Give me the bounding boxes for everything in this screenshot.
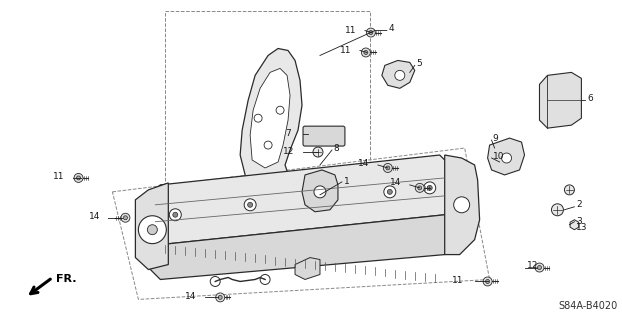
Text: 7: 7 bbox=[285, 129, 291, 138]
Text: 11: 11 bbox=[53, 172, 64, 181]
Circle shape bbox=[552, 204, 564, 216]
Text: 11: 11 bbox=[452, 276, 463, 285]
Circle shape bbox=[173, 212, 178, 217]
Text: 4: 4 bbox=[389, 24, 394, 33]
Text: 1: 1 bbox=[344, 177, 350, 187]
Circle shape bbox=[327, 194, 332, 199]
Circle shape bbox=[383, 164, 392, 172]
Circle shape bbox=[386, 166, 390, 170]
Circle shape bbox=[384, 186, 396, 198]
Text: 11: 11 bbox=[345, 26, 356, 35]
Polygon shape bbox=[136, 183, 169, 269]
Circle shape bbox=[564, 185, 574, 195]
Circle shape bbox=[535, 263, 544, 272]
Circle shape bbox=[248, 202, 253, 207]
Circle shape bbox=[254, 114, 262, 122]
Circle shape bbox=[424, 182, 436, 194]
Polygon shape bbox=[570, 220, 578, 230]
Polygon shape bbox=[250, 68, 290, 168]
Text: 14: 14 bbox=[390, 179, 401, 188]
FancyBboxPatch shape bbox=[303, 126, 345, 146]
Text: 12: 12 bbox=[526, 261, 538, 270]
Text: 5: 5 bbox=[417, 59, 422, 68]
Polygon shape bbox=[382, 60, 415, 88]
Circle shape bbox=[147, 225, 157, 235]
Circle shape bbox=[276, 106, 284, 114]
Circle shape bbox=[210, 276, 220, 286]
Circle shape bbox=[483, 277, 492, 286]
Circle shape bbox=[314, 186, 326, 198]
Polygon shape bbox=[275, 185, 305, 210]
Circle shape bbox=[418, 186, 422, 190]
Text: 3: 3 bbox=[577, 217, 582, 226]
Circle shape bbox=[264, 141, 272, 149]
Circle shape bbox=[366, 28, 375, 37]
Text: 2: 2 bbox=[577, 200, 582, 209]
Text: 14: 14 bbox=[358, 159, 369, 169]
Text: 13: 13 bbox=[577, 223, 588, 232]
Circle shape bbox=[260, 275, 270, 284]
Circle shape bbox=[74, 173, 83, 182]
Polygon shape bbox=[445, 155, 480, 255]
Polygon shape bbox=[149, 215, 450, 279]
Text: 12: 12 bbox=[283, 147, 294, 156]
Text: 14: 14 bbox=[88, 212, 100, 221]
Circle shape bbox=[427, 185, 432, 190]
Text: 14: 14 bbox=[185, 292, 197, 301]
Circle shape bbox=[369, 31, 373, 35]
Circle shape bbox=[395, 70, 405, 80]
Polygon shape bbox=[295, 258, 320, 279]
Circle shape bbox=[218, 295, 222, 300]
Text: 11: 11 bbox=[340, 46, 351, 55]
Circle shape bbox=[361, 48, 370, 57]
Circle shape bbox=[313, 147, 323, 157]
Circle shape bbox=[364, 51, 368, 54]
Circle shape bbox=[123, 216, 128, 220]
Polygon shape bbox=[215, 185, 252, 210]
Circle shape bbox=[324, 191, 336, 203]
Text: 9: 9 bbox=[493, 133, 498, 143]
Circle shape bbox=[138, 216, 166, 244]
Circle shape bbox=[77, 176, 80, 180]
Circle shape bbox=[453, 197, 470, 213]
Polygon shape bbox=[240, 49, 302, 192]
Text: 10: 10 bbox=[493, 151, 504, 161]
Polygon shape bbox=[302, 170, 338, 212]
Text: 6: 6 bbox=[587, 94, 593, 103]
Circle shape bbox=[216, 293, 225, 302]
Circle shape bbox=[537, 266, 542, 269]
Polygon shape bbox=[149, 155, 450, 244]
Text: S84A-B4020: S84A-B4020 bbox=[558, 301, 617, 311]
Polygon shape bbox=[539, 72, 582, 128]
Circle shape bbox=[121, 213, 130, 222]
Circle shape bbox=[169, 209, 181, 221]
Circle shape bbox=[244, 199, 256, 211]
Text: FR.: FR. bbox=[55, 275, 76, 284]
Circle shape bbox=[415, 183, 424, 192]
Circle shape bbox=[486, 279, 490, 284]
Text: 8: 8 bbox=[333, 144, 339, 153]
Circle shape bbox=[501, 153, 511, 163]
Circle shape bbox=[388, 189, 392, 194]
Polygon shape bbox=[488, 138, 524, 175]
